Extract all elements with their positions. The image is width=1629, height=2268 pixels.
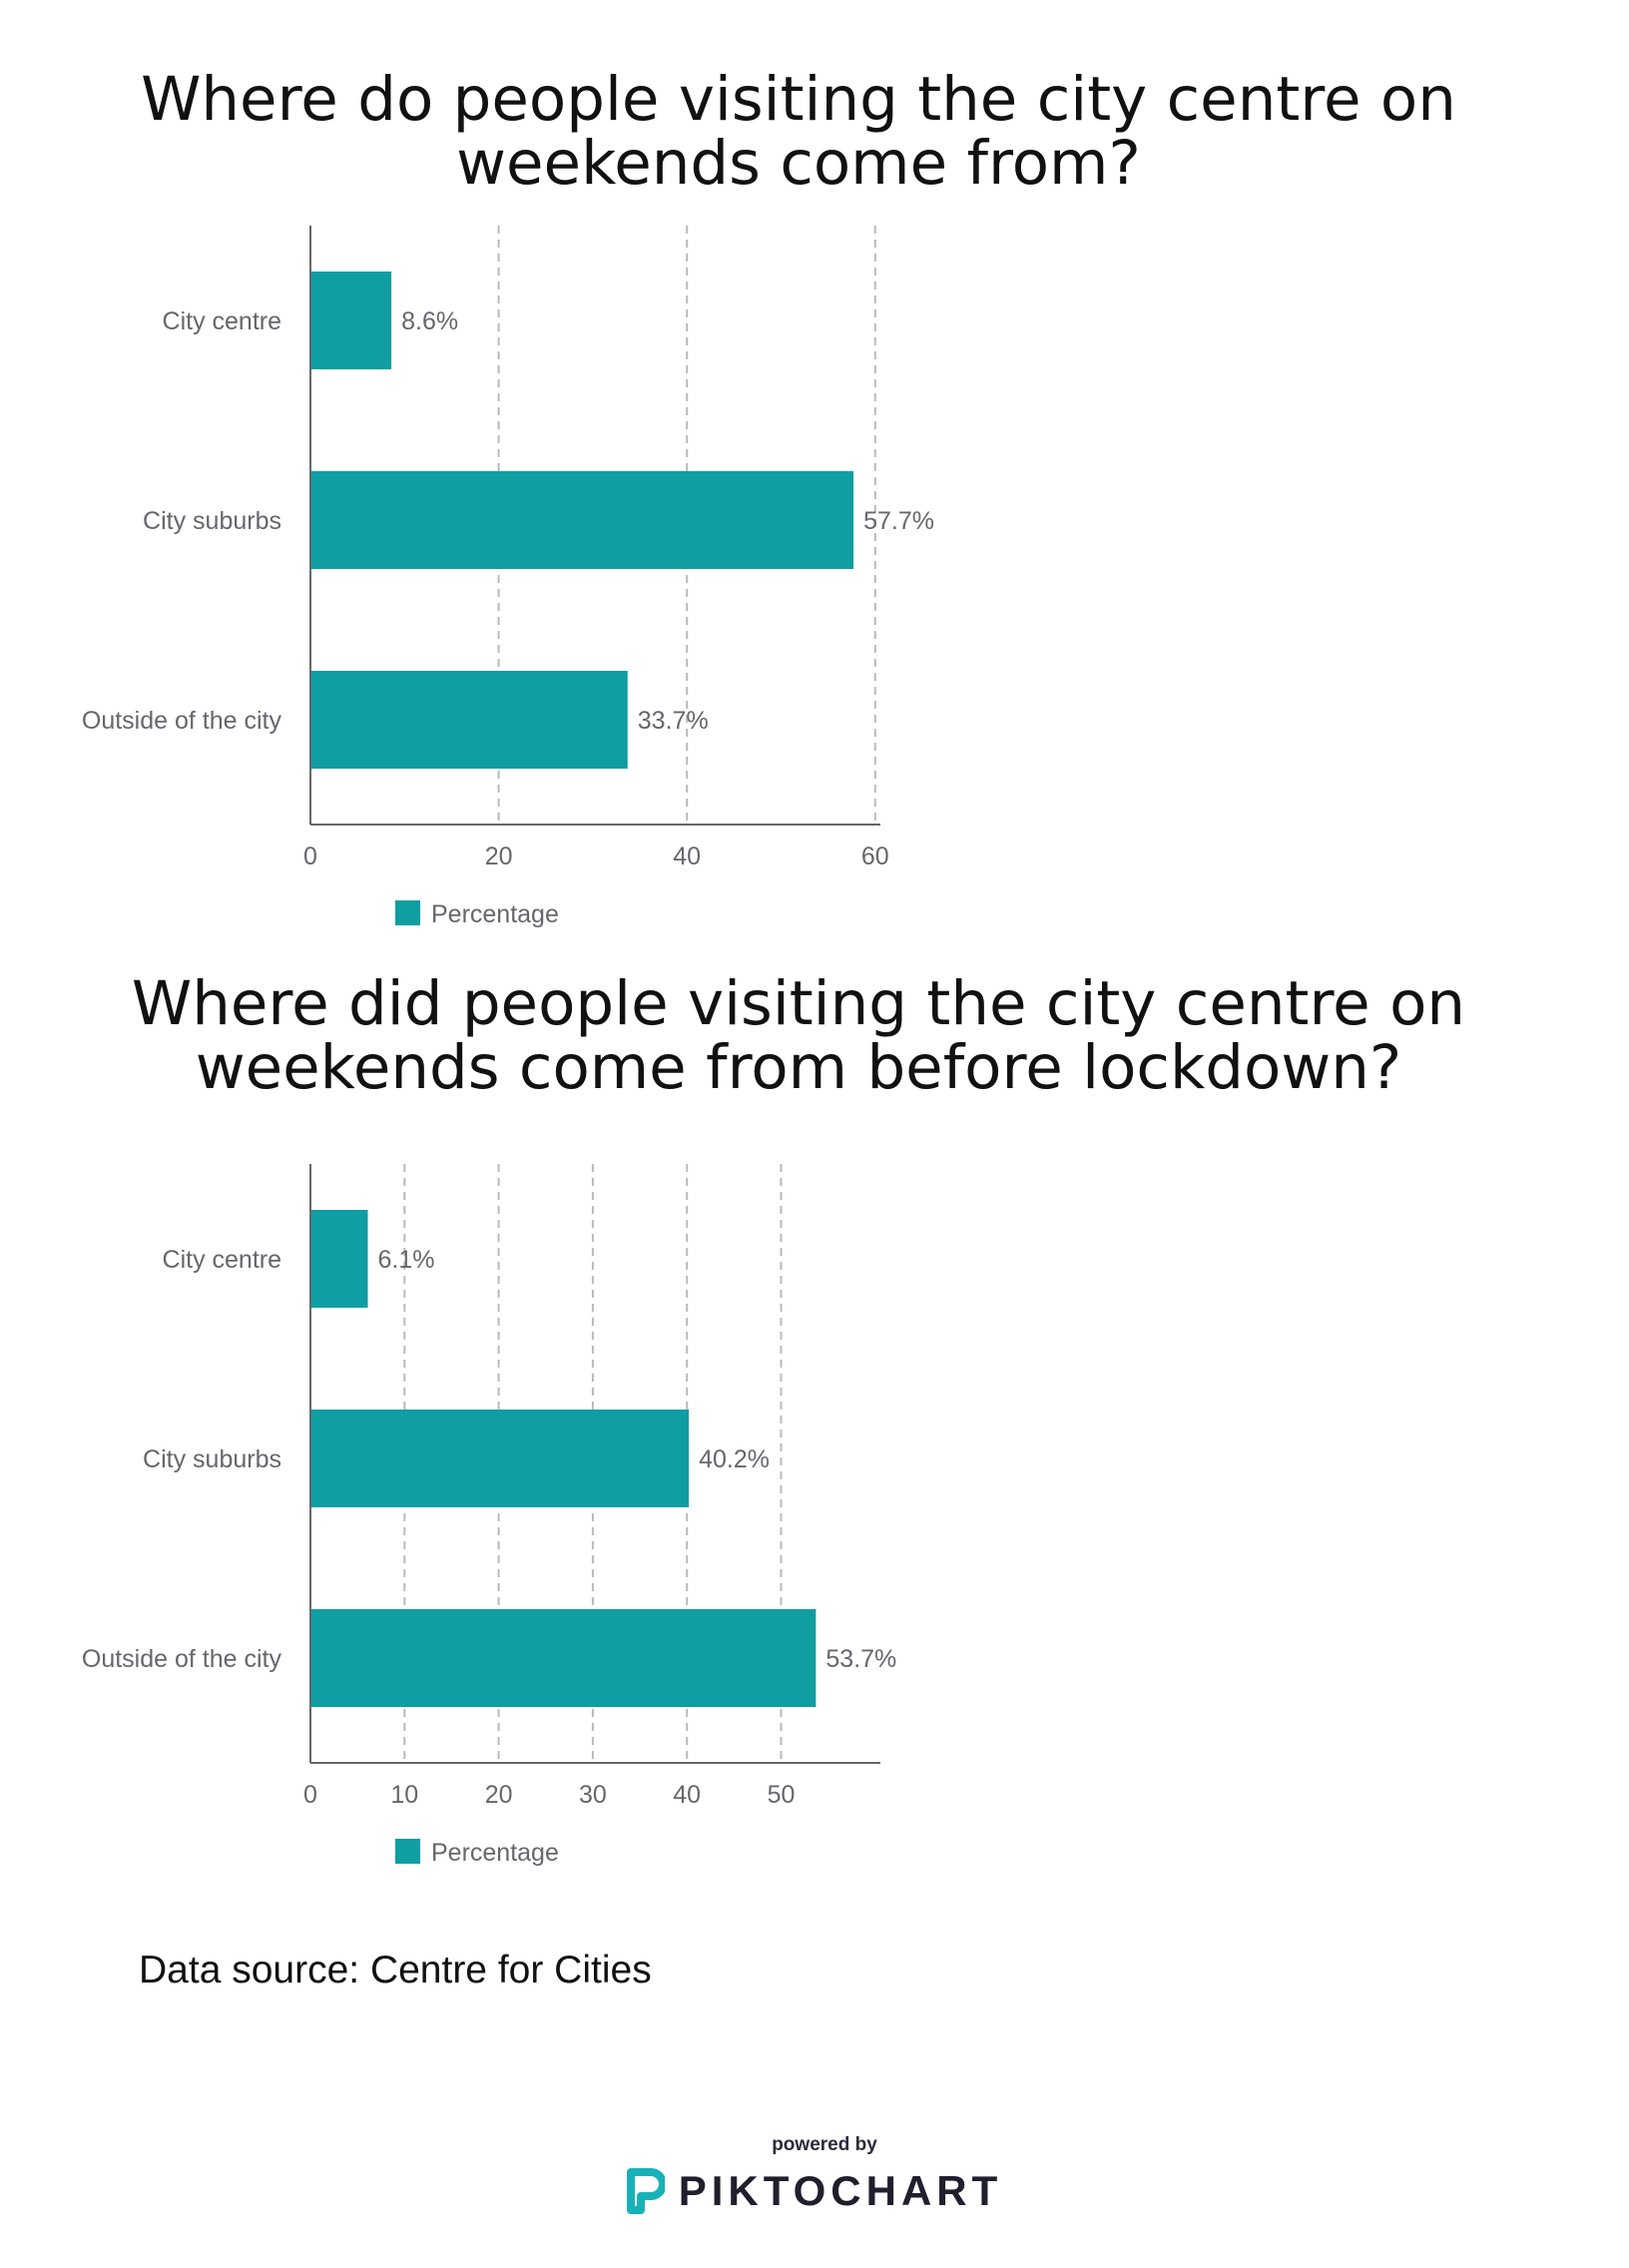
brand-name: PIKTOCHART (678, 2167, 1003, 2214)
piktochart-brand[interactable]: PIKTOCHART (625, 2166, 1003, 2216)
x-tick-label: 60 (861, 843, 889, 870)
bar-2 (310, 1410, 690, 1507)
powered-by-text: powered by (772, 2134, 877, 2155)
bar-1 (310, 272, 392, 369)
footer: powered by PIKTOCHART (0, 2134, 1629, 2221)
category-label: Outside of the city (82, 1645, 282, 1673)
data-label: 53.7% (825, 1645, 896, 1673)
bar-3 (310, 1609, 816, 1707)
x-tick-label: 10 (390, 1781, 418, 1809)
data-label: 33.7% (638, 707, 709, 735)
x-tick-label: 50 (768, 1781, 796, 1809)
bar-3 (310, 671, 628, 769)
data-label: 8.6% (401, 307, 458, 335)
data-source: Data source: Centre for Cities (139, 1949, 652, 1991)
chart-2-title: Where did people visiting the city centr… (131, 968, 1466, 1103)
x-tick-label: 0 (303, 843, 317, 870)
x-tick-label: 20 (485, 843, 513, 870)
category-label: Outside of the city (82, 707, 282, 735)
data-label: 6.1% (378, 1246, 435, 1274)
legend-label: Percentage (431, 1839, 559, 1867)
chart-1-title: Where do people visiting the city centre… (141, 64, 1456, 199)
x-tick-label: 30 (579, 1781, 607, 1809)
x-tick-label: 0 (303, 1781, 317, 1809)
category-label: City suburbs (143, 507, 281, 535)
legend-swatch (395, 1839, 420, 1864)
x-tick-label: 20 (485, 1781, 513, 1809)
chart-2: 6.1% City centre 40.2% City suburbs 53.7% Out… (82, 1164, 896, 1867)
piktochart-logo-icon (626, 2168, 665, 2214)
data-label: 57.7% (863, 507, 934, 535)
chart-1: 8.6% City centre 57.7% City suburbs 33.7% Out… (82, 226, 934, 928)
bar-2 (310, 471, 854, 569)
category-label: City centre (163, 307, 281, 335)
legend-label: Percentage (431, 900, 559, 928)
legend-swatch (395, 900, 420, 925)
data-label: 40.2% (699, 1445, 770, 1473)
category-label: City centre (163, 1246, 281, 1274)
bar-1 (310, 1210, 368, 1308)
x-tick-label: 40 (673, 843, 701, 870)
x-tick-label: 40 (673, 1781, 701, 1809)
category-label: City suburbs (143, 1445, 281, 1473)
